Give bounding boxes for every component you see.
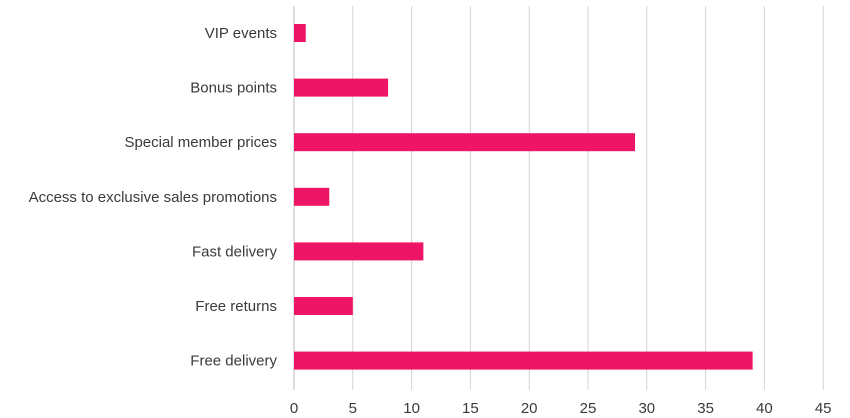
category-label: Access to exclusive sales promotions (29, 189, 277, 206)
bar (294, 242, 424, 261)
category-label: Bonus points (190, 80, 277, 97)
category-labels: VIP events Bonus points Special member pri… (29, 25, 278, 370)
bar (294, 24, 306, 42)
x-tick-label: 15 (462, 400, 479, 417)
bar (294, 187, 330, 206)
x-tick-labels: 0 5 10 15 20 25 30 35 40 45 (290, 400, 832, 417)
grid-lines (293, 6, 824, 390)
x-tick-label: 35 (697, 400, 714, 417)
x-tick-label: 40 (756, 400, 773, 417)
x-tick-label: 30 (638, 400, 655, 417)
x-tick-label: 10 (403, 400, 420, 417)
x-tick-label: 5 (349, 400, 357, 417)
x-tick-label: 20 (521, 400, 538, 417)
category-label: Fast delivery (192, 243, 278, 260)
category-label: Special member prices (124, 134, 277, 151)
category-label: Free returns (195, 298, 277, 315)
category-label: VIP events (205, 25, 277, 42)
x-tick-label: 25 (580, 400, 597, 417)
x-tick-label: 0 (290, 400, 298, 417)
bar (294, 133, 636, 152)
x-tick-label: 45 (815, 400, 832, 417)
bar (294, 297, 353, 315)
bars (294, 24, 753, 370)
bar (294, 78, 389, 97)
category-label: Free delivery (190, 353, 277, 370)
bar (294, 351, 753, 370)
